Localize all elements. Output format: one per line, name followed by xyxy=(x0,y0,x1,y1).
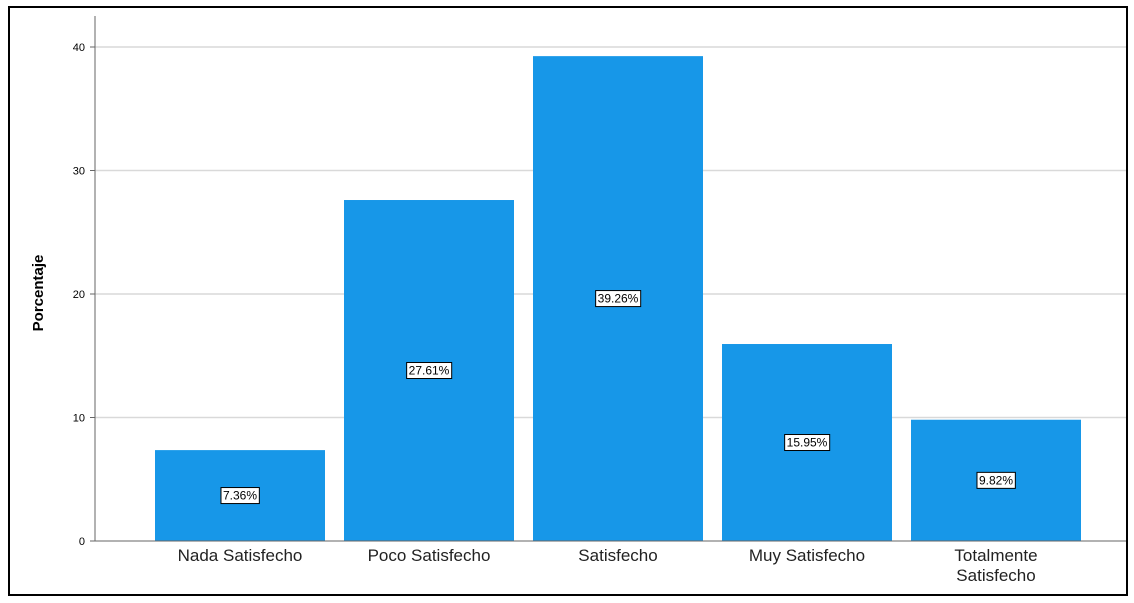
y-tick-label: 40 xyxy=(73,42,85,54)
chart-frame: 0 10 20 30 40 Nada Satisfecho Poco Satisfecho… xyxy=(8,6,1128,596)
bar-chart: 0 10 20 30 40 Nada Satisfecho Poco Satisfecho… xyxy=(10,8,1126,594)
y-tick-label: 20 xyxy=(73,289,85,301)
data-label-text: 39.26% xyxy=(598,292,639,306)
data-label-text: 7.36% xyxy=(223,489,257,503)
x-category-label: Nada Satisfecho xyxy=(178,546,303,565)
x-category-label: Totalmente Satisfecho xyxy=(954,546,1037,585)
y-tick-labels: 0 10 20 30 40 xyxy=(73,42,85,548)
x-category-label: Satisfecho xyxy=(578,546,657,565)
y-tick-label: 10 xyxy=(73,413,85,425)
data-label-text: 27.61% xyxy=(409,364,450,378)
y-tick-label: 30 xyxy=(73,166,85,178)
data-label: 7.36% xyxy=(221,488,259,504)
data-label-text: 15.95% xyxy=(787,436,828,450)
y-axis-title: Porcentaje xyxy=(30,255,47,332)
data-label: 9.82% xyxy=(977,472,1015,488)
x-category-label: Muy Satisfecho xyxy=(749,546,865,565)
data-label: 15.95% xyxy=(785,435,830,451)
y-tick-label: 0 xyxy=(79,536,85,548)
data-label: 39.26% xyxy=(596,291,641,307)
data-label: 27.61% xyxy=(407,363,452,379)
x-category-label: Poco Satisfecho xyxy=(368,546,491,565)
x-category-labels: Nada Satisfecho Poco Satisfecho Satisfecho… xyxy=(178,546,1038,585)
data-label-text: 9.82% xyxy=(979,473,1013,487)
